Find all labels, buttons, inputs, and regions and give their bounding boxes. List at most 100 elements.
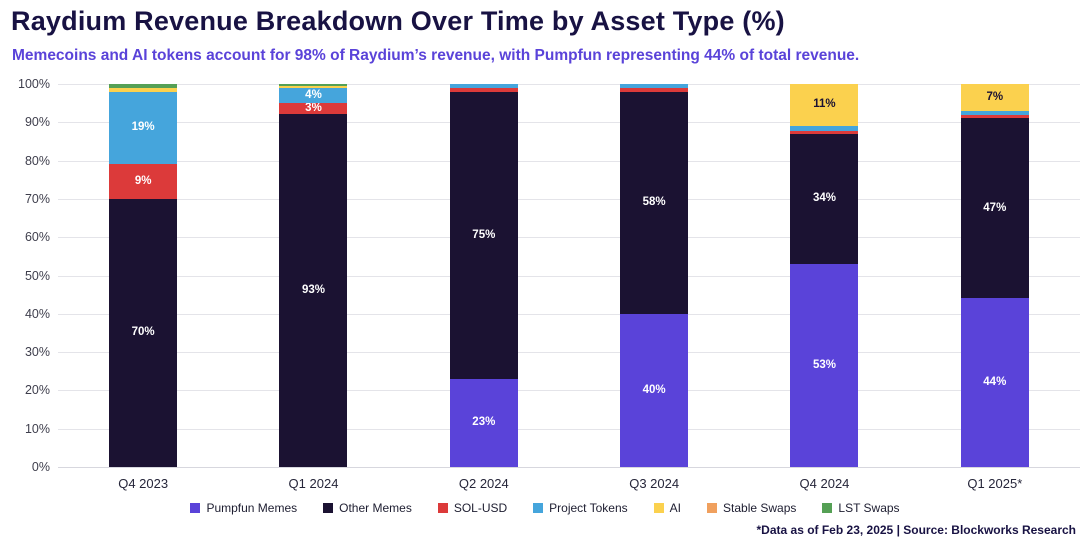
bar-segment-project-tokens xyxy=(790,126,859,132)
y-axis-tick-label: 50% xyxy=(24,268,50,283)
legend-label: Other Memes xyxy=(339,501,412,515)
bars-container: 70% 9% 19% Q4 2023 93% 3% 4% Q1 2024 23% 75% Q2 20… xyxy=(58,84,1080,491)
bar-segment-project-tokens: 4% xyxy=(279,87,348,103)
stacked-bar: 40% 58% xyxy=(620,84,689,467)
legend-item-pumpfun-memes: Pumpfun Memes xyxy=(190,501,297,515)
legend-label: LST Swaps xyxy=(838,501,900,515)
legend-swatch-icon xyxy=(822,503,833,513)
bar-segment-pumpfun-memes: 23% xyxy=(449,378,518,467)
bar-segment-sol-usd xyxy=(960,114,1029,119)
segment-value-label: 93% xyxy=(301,283,325,296)
stacked-bar: 23% 75% xyxy=(449,84,518,467)
x-axis-label: Q1 2025* xyxy=(967,476,1023,491)
bar-segment-other-memes: 75% xyxy=(449,91,518,379)
gridline-10 xyxy=(58,428,1080,430)
bar-segment-other-memes: 58% xyxy=(620,91,689,314)
segment-value-label: 75% xyxy=(472,228,496,241)
x-axis-label: Q4 2023 xyxy=(118,476,169,491)
segment-value-label: 11% xyxy=(813,98,836,111)
x-axis-label: Q1 2024 xyxy=(288,476,339,491)
x-axis-label: Q3 2024 xyxy=(629,476,680,491)
y-axis-tick-label: 0% xyxy=(31,460,50,474)
bar-segment-lst-swaps xyxy=(279,84,348,87)
bar-segment-lst-swaps xyxy=(109,84,178,88)
x-axis-label: Q2 2024 xyxy=(458,476,509,491)
stacked-bar: 93% 3% 4% xyxy=(279,84,348,467)
y-axis-tick-label: 100% xyxy=(18,77,50,91)
bar-segment-project-tokens xyxy=(449,84,518,88)
segment-value-label: 23% xyxy=(472,416,496,429)
segment-value-label: 34% xyxy=(812,192,836,205)
legend-swatch-icon xyxy=(707,503,718,513)
bar-segment-project-tokens: 19% xyxy=(109,91,178,165)
bar-segment-ai: 7% xyxy=(960,84,1029,111)
chart-subtitle: Memecoins and AI tokens account for 98% … xyxy=(12,47,860,64)
segment-value-label: 70% xyxy=(131,326,155,339)
y-axis-tick-label: 90% xyxy=(24,115,50,130)
segment-value-label: 4% xyxy=(305,88,322,101)
bar-segment-ai xyxy=(109,87,178,92)
stacked-bar: 53% 34% 11% xyxy=(790,84,859,467)
bar-slot-q3-2024: 40% 58% Q3 2024 xyxy=(569,84,739,491)
y-axis-tick-label: 40% xyxy=(24,306,50,321)
legend-swatch-icon xyxy=(533,503,544,513)
bar-slot-q2-2024: 23% 75% Q2 2024 xyxy=(399,84,569,491)
gridline-90 xyxy=(58,122,1080,124)
gridline-60 xyxy=(58,237,1080,239)
bar-segment-sol-usd xyxy=(449,87,518,92)
bar-segment-sol-usd xyxy=(790,131,859,134)
bar-slot-q1-2025-: 44% 47% 7% Q1 2025* xyxy=(910,84,1080,491)
bar-segment-other-memes: 47% xyxy=(960,118,1029,299)
y-axis-tick-label: 60% xyxy=(24,230,50,245)
gridline-80 xyxy=(58,160,1080,162)
segment-value-label: 58% xyxy=(642,196,666,208)
gridline-70 xyxy=(58,198,1080,200)
stacked-bar: 44% 47% 7% xyxy=(960,84,1029,467)
y-axis-tick-label: 20% xyxy=(24,383,50,398)
y-axis-tick-label: 80% xyxy=(24,153,50,168)
gridline-20 xyxy=(58,390,1080,392)
segment-value-label: 19% xyxy=(131,121,155,134)
bar-segment-pumpfun-memes: 53% xyxy=(790,264,859,467)
legend-label: Stable Swaps xyxy=(723,501,797,515)
segment-value-label: 47% xyxy=(983,201,1007,214)
bar-segment-project-tokens xyxy=(960,110,1029,115)
bar-slot-q4-2023: 70% 9% 19% Q4 2023 xyxy=(58,84,228,491)
gridline-0 xyxy=(58,467,1080,468)
legend-item-other-memes: Other Memes xyxy=(323,501,412,515)
segment-value-label: 53% xyxy=(812,358,836,371)
bar-slot-q4-2024: 53% 34% 11% Q4 2024 xyxy=(739,84,909,491)
gridline-100 xyxy=(58,84,1080,85)
legend-item-stable-swaps: Stable Swaps xyxy=(707,501,796,515)
bar-segment-ai: 11% xyxy=(790,84,859,127)
gridline-30 xyxy=(58,352,1080,354)
bar-segment-other-memes: 34% xyxy=(790,133,859,265)
legend-swatch-icon xyxy=(323,503,334,513)
bar-segment-sol-usd: 3% xyxy=(279,102,348,115)
legend-item-sol-usd: SOL-USD xyxy=(437,501,507,515)
legend: Pumpfun Memes Other Memes SOL-USD Project T… xyxy=(0,501,1090,515)
legend-item-lst-swaps: LST Swaps xyxy=(822,501,900,515)
y-axis-tick-label: 10% xyxy=(24,421,50,436)
bar-segment-other-memes: 93% xyxy=(279,114,348,467)
segment-value-label: 40% xyxy=(642,383,666,396)
legend-swatch-icon xyxy=(653,503,664,513)
chart-title: Raydium Revenue Breakdown Over Time by A… xyxy=(11,6,785,36)
bar-segment-ai xyxy=(279,86,348,88)
plot-area: 70% 9% 19% Q4 2023 93% 3% 4% Q1 2024 23% 75% Q2 20… xyxy=(18,77,1080,491)
legend-label: Project Tokens xyxy=(549,501,628,515)
footnote: *Data as of Feb 23, 2025 | Source: Block… xyxy=(756,523,1077,537)
bar-segment-project-tokens xyxy=(620,84,689,88)
legend-swatch-icon xyxy=(190,503,201,513)
gridline-40 xyxy=(58,313,1080,315)
segment-value-label: 3% xyxy=(305,102,322,114)
legend-item-ai: AI xyxy=(653,501,681,515)
bar-segment-pumpfun-memes: 40% xyxy=(620,313,689,467)
bar-segment-pumpfun-memes: 44% xyxy=(960,298,1029,467)
bar-segment-sol-usd xyxy=(620,87,689,92)
bar-segment-sol-usd: 9% xyxy=(109,164,178,199)
stacked-bar: 70% 9% 19% xyxy=(109,84,178,467)
y-axis-tick-label: 70% xyxy=(24,191,50,206)
gridline-50 xyxy=(58,275,1080,277)
